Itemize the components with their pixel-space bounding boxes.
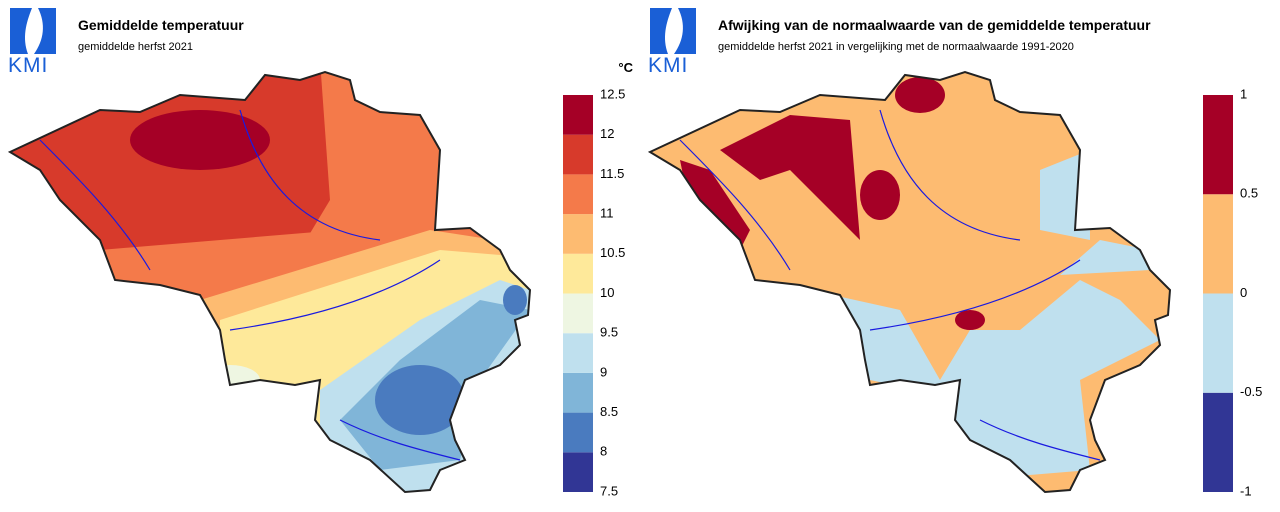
map-subtitle: gemiddelde herfst 2021 in vergelijking m…	[718, 41, 1074, 53]
legend-tick-label: 7.5	[600, 483, 618, 498]
legend-tick-label: 11.5	[600, 166, 624, 181]
legend-tick-label: 9.5	[600, 325, 618, 340]
legend-tick-label: 10	[600, 285, 614, 300]
legend-swatch	[563, 333, 593, 373]
legend-swatch	[1203, 95, 1233, 195]
legend-tick-label: 12	[600, 126, 614, 141]
legend-swatch	[563, 134, 593, 175]
legend-tick-label: 1	[1240, 86, 1247, 101]
legend-swatch	[563, 174, 593, 215]
legend-swatch	[563, 253, 593, 294]
legend-tick-label: -1	[1240, 483, 1252, 498]
logo-text: KMI	[648, 54, 688, 77]
legend-tick-label: 11	[600, 206, 614, 221]
legend-tick-label: 0	[1240, 285, 1247, 300]
legend-swatch	[1203, 194, 1233, 294]
legend-swatch	[1203, 392, 1233, 492]
legend-unit: °C	[618, 60, 633, 75]
logo-mark	[10, 8, 56, 54]
legend-tick-label: -0.5	[1240, 384, 1262, 399]
legend-swatch	[563, 412, 593, 453]
map-title: Gemiddelde temperatuur	[78, 17, 244, 33]
legend-swatch	[563, 452, 593, 492]
legend-swatch	[563, 214, 593, 254]
temperature-map	[9, 71, 531, 493]
map-title: Afwijking van de normaalwaarde van de ge…	[718, 17, 1151, 33]
legend-swatch	[563, 95, 593, 135]
legend-tick-label: 10.5	[600, 245, 625, 260]
legend-tick-label: 12.5	[600, 86, 625, 101]
legend-swatch	[1203, 293, 1233, 393]
logo-text: KMI	[8, 54, 48, 77]
anomaly-map	[649, 71, 1171, 493]
legend-swatch	[563, 293, 593, 334]
legend-tick-label: 8.5	[600, 404, 618, 419]
legend-tick-label: 0.5	[1240, 186, 1258, 201]
map-subtitle: gemiddelde herfst 2021	[78, 41, 193, 53]
legend-tick-label: 8	[600, 444, 607, 459]
legend-tick-label: 9	[600, 364, 607, 379]
logo-mark	[650, 8, 696, 54]
legend-swatch	[563, 372, 593, 413]
